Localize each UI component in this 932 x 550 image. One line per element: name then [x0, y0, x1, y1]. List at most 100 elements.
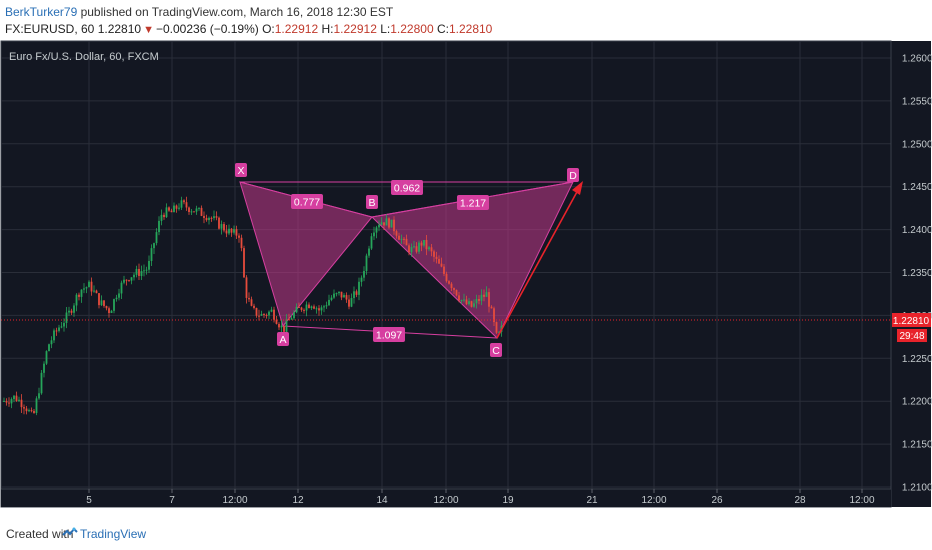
candle-body [88, 281, 90, 288]
candle-body [225, 230, 228, 234]
candle-body [450, 283, 453, 289]
candle-body [108, 308, 110, 314]
tradingview-logo-icon[interactable] [62, 525, 78, 539]
candle-body [413, 246, 415, 248]
candle-body [305, 304, 308, 311]
candle-body [105, 306, 108, 309]
candle-body [363, 270, 365, 278]
time-tick-label: 5 [86, 495, 92, 506]
chart-area[interactable]: 0.777 0.962 1.217 1.097 X A B C D Euro F… [0, 40, 932, 516]
candle-body [280, 325, 283, 328]
candle-body [150, 248, 153, 261]
candle-body [250, 299, 253, 306]
candle-body [138, 268, 140, 276]
candle-body [323, 306, 325, 308]
candle-body [38, 393, 40, 399]
point-labels: X A B C D [235, 163, 579, 357]
price-tick-label: 1.21500 [902, 440, 932, 451]
candle-body [368, 248, 370, 256]
candle-body [295, 306, 298, 313]
candle-body [348, 299, 350, 307]
candle-body [283, 325, 285, 332]
candle-body [393, 219, 395, 232]
candle-body [400, 238, 403, 240]
candle-body [365, 255, 368, 271]
footer-bar: Created with TradingView [0, 516, 932, 550]
candle-body [318, 308, 320, 311]
candle-body [258, 315, 260, 317]
author-link[interactable]: BerkTurker79 [5, 5, 78, 19]
price-tick-label: 1.24500 [902, 182, 932, 193]
candle-body [330, 297, 333, 300]
candle-body [58, 327, 60, 331]
candle-body [215, 216, 218, 218]
candle-body [78, 294, 80, 297]
candle-body [315, 308, 318, 310]
candle-body [370, 236, 373, 249]
candle-body [453, 288, 455, 290]
candle-body [325, 305, 328, 307]
point-d-label: D [569, 170, 577, 182]
time-tick-label: 12 [292, 495, 304, 506]
candle-body [493, 308, 495, 323]
candle-body [198, 207, 200, 209]
candle-body [390, 219, 393, 228]
candle-body [255, 307, 258, 316]
candle-body [438, 258, 440, 264]
price-tick-label: 1.22500 [902, 354, 932, 365]
candle-body [470, 301, 473, 307]
candle-body [228, 228, 230, 234]
time-tick-label: 28 [794, 495, 806, 506]
candle-body [460, 300, 463, 302]
candle-body [465, 299, 468, 305]
candle-body [308, 304, 310, 309]
time-tick-label: 19 [502, 495, 514, 506]
candle-body [455, 289, 458, 296]
candle-body [388, 218, 390, 228]
candle-body [148, 260, 150, 270]
chart-svg[interactable]: 0.777 0.962 1.217 1.097 X A B C D Euro F… [0, 40, 932, 516]
candle-body [265, 314, 268, 316]
price-tick-label: 1.21000 [902, 483, 932, 494]
price-tick-label: 1.23500 [902, 268, 932, 279]
candle-body [395, 231, 398, 236]
candle-body [73, 305, 75, 313]
candle-body [163, 214, 165, 218]
price-tick-label: 1.22000 [902, 397, 932, 408]
candle-body [135, 268, 138, 275]
candle-body [40, 372, 43, 394]
candle-body [83, 288, 85, 290]
candle-body [160, 214, 163, 221]
candle-body [175, 205, 178, 209]
header-bar: BerkTurker79 published on TradingView.co… [0, 0, 932, 40]
point-c-label: C [492, 345, 500, 357]
point-b-label: B [368, 197, 375, 209]
candle-body [65, 312, 68, 323]
candle-body [398, 235, 400, 240]
candle-body [33, 410, 35, 413]
candle-body [490, 306, 493, 309]
candle-body [343, 295, 345, 298]
candle-body [183, 200, 185, 203]
candle-body [75, 294, 78, 306]
candle-body [230, 228, 233, 233]
candle-body [123, 279, 125, 283]
candle-body [423, 239, 425, 246]
ratio-xb: 0.777 [294, 197, 320, 209]
candle-body [235, 229, 238, 236]
symbol-label[interactable]: FX:EURUSD, 60 [5, 22, 95, 36]
candle-body [15, 395, 18, 401]
time-axis[interactable]: 5 7 12:00 12 14 12:00 19 21 12:00 26 28 12:00 [86, 489, 875, 506]
candle-body [10, 399, 13, 404]
publish-line: BerkTurker79 published on TradingView.co… [5, 5, 393, 19]
candle-body [373, 232, 375, 237]
candle-body [113, 299, 115, 311]
candle-body [428, 247, 430, 250]
projection-arrow[interactable] [496, 181, 583, 339]
candle-body [190, 211, 193, 213]
candle-body [158, 220, 160, 233]
tradingview-brand[interactable]: TradingView [80, 527, 147, 541]
candle-body [303, 309, 305, 311]
candle-body [300, 307, 303, 310]
last-price: 1.22810 [97, 22, 142, 36]
